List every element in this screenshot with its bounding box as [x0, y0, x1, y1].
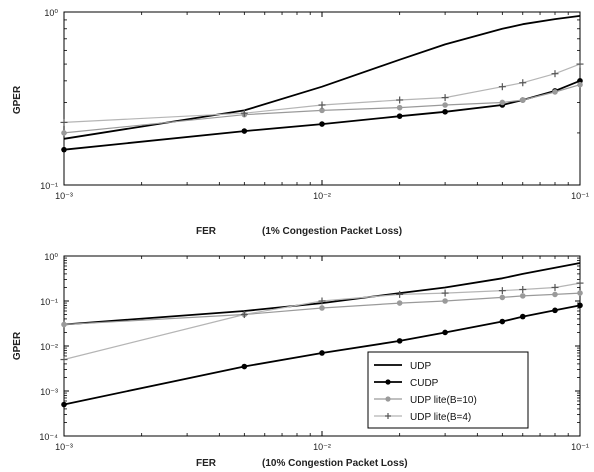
point-udp-lite-b-4: [576, 60, 584, 68]
legend-item-cudp: CUDP: [374, 378, 439, 389]
bottom-series-layer: [60, 262, 584, 408]
y-tick-label: 10⁰: [44, 252, 58, 262]
point-udp-lite-b-10: [552, 291, 558, 298]
y-tick-label: 10⁰: [44, 8, 58, 18]
point-cudp: [241, 363, 248, 370]
top-x-axis-label: FER: [196, 226, 217, 237]
x-tick-label: 10⁻¹: [571, 191, 589, 201]
top-plot-frame: [63, 11, 581, 186]
y-tick-label: 10⁻²: [40, 342, 58, 352]
point-udp-lite-b-10: [577, 81, 583, 88]
point-udp-lite-b-10: [552, 89, 558, 95]
y-tick-label: 10⁻¹: [40, 297, 58, 307]
point-cudp: [519, 313, 526, 320]
series-line-udp: [63, 262, 581, 326]
point-cudp: [319, 121, 325, 127]
point-udp-lite-b-10: [319, 107, 325, 114]
x-tick-label: 10⁻²: [313, 442, 331, 452]
legend-label: CUDP: [410, 378, 439, 389]
point-udp-lite-b-4: [576, 279, 584, 287]
point-cudp: [577, 78, 583, 84]
bottom-x-axis-note: (10% Congestion Packet Loss): [262, 458, 408, 469]
point-udp-lite-b-4: [396, 96, 404, 104]
series-line-udp: [63, 15, 581, 140]
x-tick-label: 10⁻²: [313, 191, 331, 201]
point-cudp: [552, 307, 558, 314]
point-udp-lite-b-10: [61, 321, 67, 328]
top-y-ticks: 10⁰ 10⁻¹: [40, 8, 580, 191]
point-udp-lite-b-10: [319, 305, 325, 311]
bottom-y-axis-label: GPER: [12, 331, 23, 360]
point-udp-lite-b-4: [498, 287, 506, 295]
point-cudp: [61, 146, 67, 153]
point-udp-lite-b-4: [318, 101, 326, 109]
point-cudp: [577, 302, 583, 309]
top-chart-panel: 10⁻³ 10⁻² 10⁻¹ 10⁰ 10⁻¹ GPER FER (1% Conges…: [12, 8, 589, 237]
point-udp-lite-b-10: [442, 102, 448, 108]
series-line-cudp: [63, 79, 581, 151]
legend-marker: [385, 379, 391, 385]
legend-item-udp-lite-b-4: UDP lite(B=4): [374, 412, 471, 423]
point-udp-lite-b-10: [396, 104, 403, 111]
point-udp-lite-b-10: [396, 300, 403, 306]
point-cudp: [442, 108, 448, 115]
x-tick-label: 10⁻¹: [571, 442, 589, 452]
point-udp-lite-b-4: [318, 297, 326, 305]
point-cudp: [241, 128, 248, 134]
point-udp-lite-b-4: [551, 70, 559, 78]
point-udp-lite-b-4: [498, 83, 506, 91]
top-x-axis-note: (1% Congestion Packet Loss): [262, 226, 402, 237]
point-udp-lite-b-4: [60, 356, 68, 364]
point-udp-lite-b-10: [577, 290, 583, 296]
point-cudp: [442, 329, 448, 336]
x-tick-label: 10⁻³: [55, 442, 73, 452]
point-cudp: [396, 113, 403, 119]
point-udp-lite-b-4: [441, 94, 449, 102]
legend-item-udp-lite-b-10: UDP lite(B=10): [374, 395, 477, 406]
point-cudp: [319, 350, 325, 356]
legend-label: UDP lite(B=4): [410, 412, 471, 423]
y-tick-label: 10⁻⁴: [39, 432, 58, 442]
point-udp-lite-b-4: [519, 286, 527, 294]
point-udp-lite-b-4: [441, 289, 449, 297]
point-udp-lite-b-4: [519, 79, 527, 87]
point-udp-lite-b-4: [551, 283, 559, 291]
point-udp-lite-b-10: [442, 298, 448, 304]
legend: UDP CUDP UDP lite(B=10) UDP lite(B=4): [367, 351, 529, 429]
bottom-x-axis-label: FER: [196, 458, 217, 469]
point-udp-lite-b-10: [519, 97, 526, 103]
y-tick-label: 10⁻³: [40, 387, 58, 397]
point-udp-lite-b-10: [519, 293, 526, 299]
point-udp-lite-b-10: [499, 99, 506, 106]
point-cudp: [499, 318, 506, 325]
point-udp-lite-b-4: [240, 311, 248, 319]
series-line-udp-lite-b-4: [63, 63, 581, 123]
x-tick-label: 10⁻³: [55, 191, 73, 201]
top-y-axis-label: GPER: [12, 85, 23, 114]
point-udp-lite-b-10: [499, 294, 506, 301]
point-cudp: [396, 338, 403, 344]
top-series-layer: [60, 15, 584, 153]
legend-label: UDP: [410, 361, 431, 372]
point-udp-lite-b-4: [60, 118, 68, 126]
point-udp-lite-b-4: [240, 109, 248, 117]
point-udp-lite-b-10: [61, 130, 67, 136]
point-udp-lite-b-4: [396, 290, 404, 298]
legend-item-udp: UDP: [374, 361, 431, 372]
bottom-x-ticks: 10⁻³ 10⁻² 10⁻¹: [55, 256, 589, 452]
legend-label: UDP lite(B=10): [410, 395, 477, 406]
y-tick-label: 10⁻¹: [40, 181, 58, 191]
point-cudp: [61, 401, 67, 408]
legend-marker: [385, 396, 391, 402]
